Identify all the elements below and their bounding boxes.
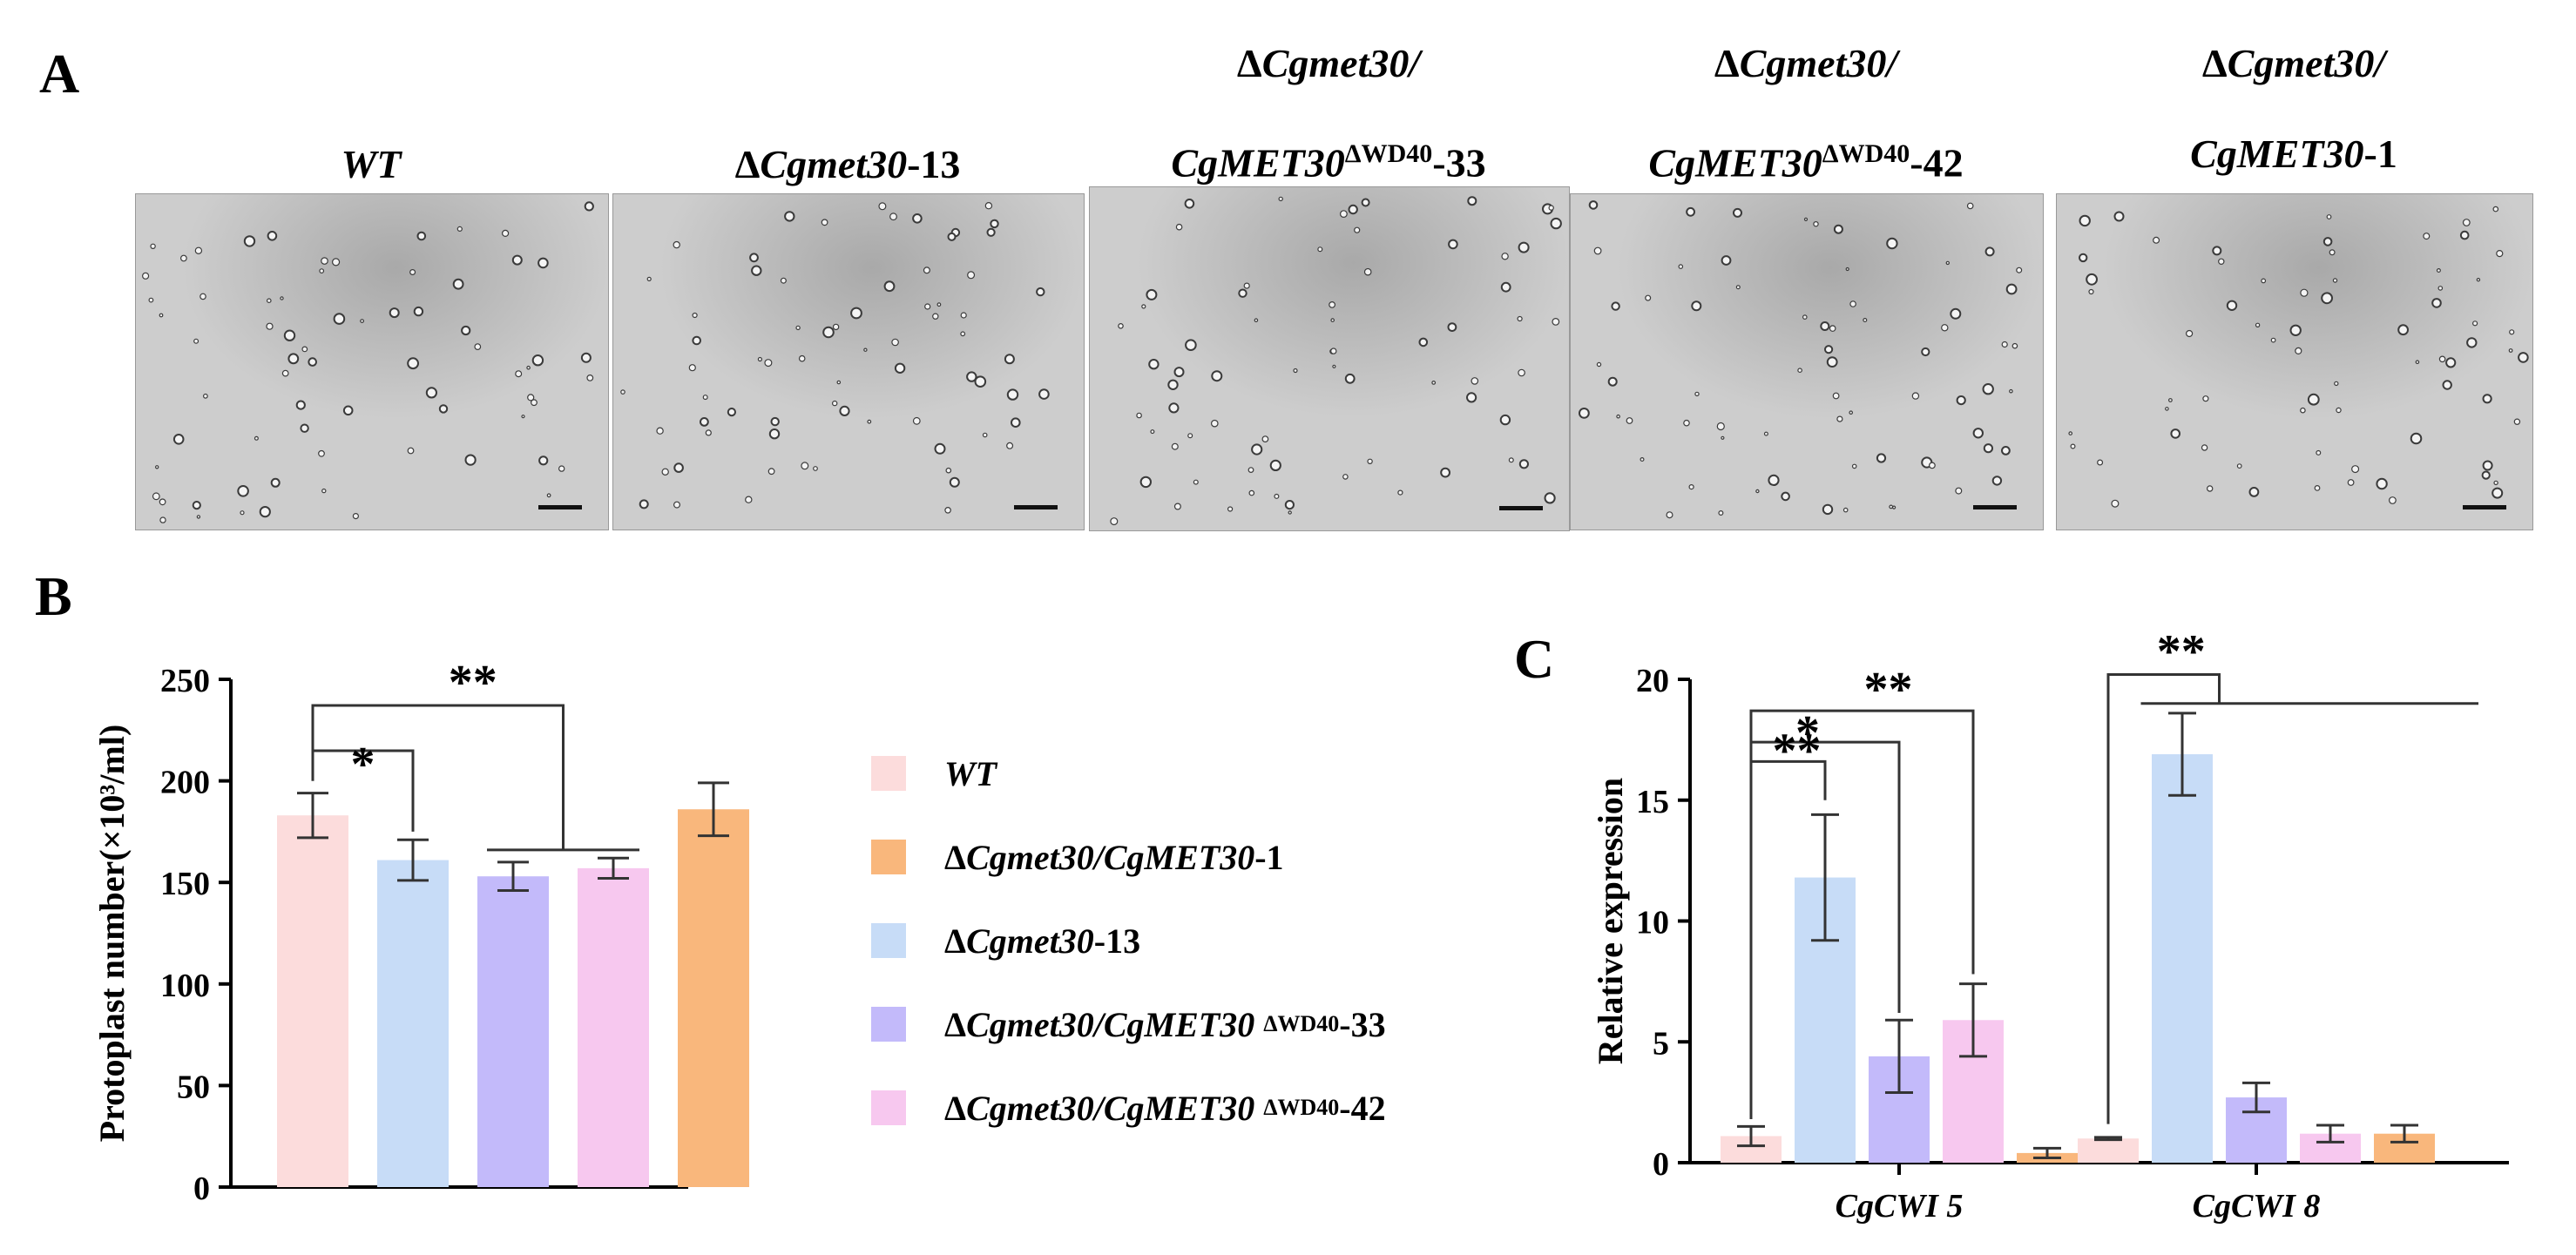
y-tick-label: 15 <box>1636 784 1669 820</box>
micrograph-image <box>1570 193 2044 530</box>
legend-item-wd40_42: ΔCgmet30/CgMET30 ΔWD40 -42 <box>871 1083 1386 1132</box>
legend-swatch <box>871 1007 906 1042</box>
legend-item-wd40_33: ΔCgmet30/CgMET30 ΔWD40 -33 <box>871 1000 1386 1049</box>
legend-item-complement: ΔCgmet30/CgMET30-1 <box>871 833 1284 881</box>
legend-label: WT <box>944 753 997 793</box>
micrograph-title: CgMET30ΔWD40-33 <box>1171 139 1486 186</box>
significance-bracket <box>2106 672 2221 1124</box>
significance-bracket <box>311 704 565 850</box>
y-tick-label: 100 <box>160 968 210 1004</box>
micrograph-title: ΔCgmet30-13 <box>734 142 961 186</box>
panel-label-a: A <box>39 43 80 105</box>
micrograph-image <box>1089 186 1570 531</box>
bar-wd40_42 <box>578 867 649 1187</box>
significance-label: ** <box>1773 724 1822 778</box>
micrograph-title: CgMET30-1 <box>2190 132 2397 176</box>
micrograph-title-line1: ΔCgmet30/ <box>2201 41 2386 85</box>
legend-swatch <box>871 923 906 958</box>
y-tick-label: 0 <box>193 1171 210 1207</box>
significance-label: ** <box>449 656 497 710</box>
significance-label: ** <box>2157 636 2206 678</box>
legend-swatch <box>871 756 906 791</box>
legend-label: ΔCgmet30-13 <box>944 921 1141 961</box>
micrograph-title: CgMET30ΔWD40-42 <box>1648 139 1964 186</box>
bar-mutant <box>2152 754 2213 1163</box>
y-axis-label: Protoplast number(×10³/ml) <box>92 725 132 1143</box>
panel-label-c: C <box>1514 628 1555 690</box>
legend-label: ΔCgmet30/CgMET30 <box>944 1004 1255 1044</box>
significance-label: * <box>351 738 375 792</box>
bar-complement <box>678 809 749 1187</box>
legend-item-mutant: ΔCgmet30-13 <box>871 916 1140 965</box>
micrograph-image <box>2056 193 2533 530</box>
bar-wt <box>2078 1138 2139 1163</box>
micrograph-title-line1: ΔCgmet30/ <box>1714 41 1898 85</box>
y-tick-label: 0 <box>1653 1146 1669 1183</box>
legend-swatch <box>871 1090 906 1125</box>
y-tick-label: 150 <box>160 866 210 902</box>
legend-label: ΔCgmet30/CgMET30 <box>944 1088 1255 1128</box>
y-tick-label: 200 <box>160 765 210 801</box>
x-tick-label: CgCWI 8 <box>2193 1188 2321 1225</box>
micrograph-title: WT <box>341 142 402 186</box>
protoplast-bar-chart: Protoplast number(×10³/ml) 0 50 100 150 200 25… <box>92 656 749 1207</box>
bar-wt <box>277 815 348 1187</box>
micrograph-title-line1: ΔCgmet30/ <box>1236 41 1421 85</box>
y-tick-label: 5 <box>1653 1025 1669 1062</box>
micrograph-image <box>612 193 1085 530</box>
legend-label: ΔCgmet30/CgMET30-1 <box>944 837 1284 877</box>
x-tick-label: CgCWI 5 <box>1836 1188 1964 1225</box>
y-tick-label: 50 <box>177 1069 210 1105</box>
bar-wd40_33 <box>477 876 549 1187</box>
legend-swatch <box>871 840 906 874</box>
bar-mutant <box>377 860 449 1187</box>
significance-label: * <box>1795 706 1820 760</box>
relative-expression-bar-chart: Relative expression 0 5 10 15 20 CgCWI 5 CgCWI … <box>1591 636 2509 1225</box>
legend-item-wt: WT <box>871 749 997 798</box>
y-tick-label: 250 <box>160 663 210 699</box>
panel-label-b: B <box>35 565 72 627</box>
micrograph-image <box>135 193 609 530</box>
y-tick-label: 20 <box>1636 663 1669 699</box>
significance-label: ** <box>1864 663 1913 717</box>
y-tick-label: 10 <box>1636 905 1669 941</box>
significance-bracket <box>1749 709 1975 1120</box>
y-axis-label: Relative expression <box>1591 778 1630 1064</box>
